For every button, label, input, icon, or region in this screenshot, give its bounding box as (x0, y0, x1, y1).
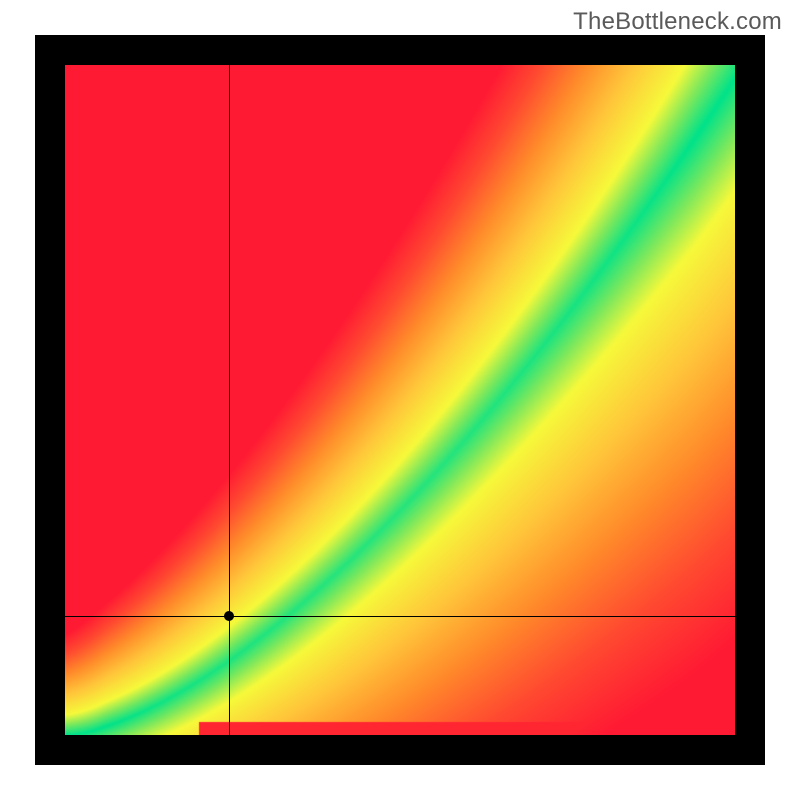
plot-outer-frame (35, 35, 765, 765)
crosshair-horizontal (65, 616, 735, 617)
watermark-text: TheBottleneck.com (573, 8, 782, 36)
plot-area (65, 65, 735, 735)
crosshair-marker (224, 611, 234, 621)
crosshair-vertical (229, 65, 230, 735)
heatmap-canvas (65, 65, 735, 735)
